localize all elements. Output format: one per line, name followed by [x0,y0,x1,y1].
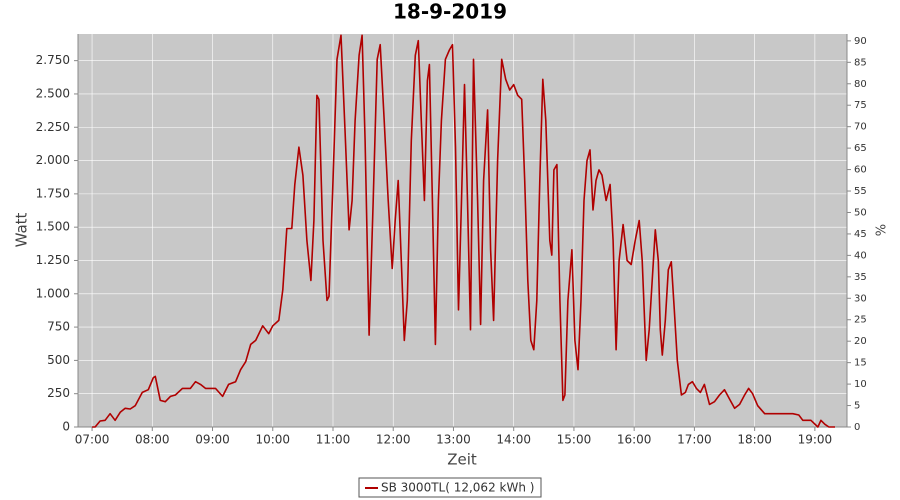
x-tick-label: 07:00 [75,433,110,447]
y-tick-label: 1.500 [36,220,70,234]
y2-tick-label: 60 [854,165,867,176]
x-tick-label: 12:00 [376,433,411,447]
legend-box [358,477,542,498]
y-tick-label: 2.000 [36,153,70,167]
y2-tick-label: 70 [854,122,867,133]
y2-tick-label: 40 [854,250,867,261]
x-tick-label: 10:00 [255,433,290,447]
x-tick-label: 08:00 [135,433,170,447]
y2-tick-label: 90 [854,36,867,47]
x-tick-label: 16:00 [617,433,652,447]
y-tick-label: 2.750 [36,53,70,67]
x-tick-label: 17:00 [677,433,712,447]
y2-tick-label: 15 [854,358,867,369]
y-tick-label: 750 [47,320,70,334]
y2-tick-label: 0 [854,422,860,433]
y2-tick-label: 45 [854,229,867,240]
y2-tick-label: 55 [854,186,867,197]
y-tick-label: 500 [47,353,70,367]
y2-tick-label: 80 [854,79,867,90]
y2-tick-label: 75 [854,100,867,111]
y2-tick-label: 85 [854,57,867,68]
y2-tick-label: 5 [854,401,860,412]
y2-tick-label: 65 [854,143,867,154]
y2-tick-label: 30 [854,293,867,304]
y-tick-label: 2.250 [36,120,70,134]
plot-area [78,34,847,427]
y-axis-title: Watt [13,212,31,247]
chart-title: 18-9-2019 [393,0,507,24]
x-tick-label: 18:00 [737,433,772,447]
y2-tick-label: 10 [854,379,867,390]
x-tick-label: 13:00 [436,433,471,447]
series-line [92,34,835,428]
y2-tick-label: 20 [854,336,867,347]
marks: 02505007501.0001.2501.5001.7502.0002.250… [36,34,867,447]
y2-tick-label: 25 [854,315,867,326]
x-axis-title: Zeit [447,451,477,469]
x-tick-label: 09:00 [195,433,230,447]
x-tick-label: 14:00 [496,433,531,447]
y-tick-label: 1.750 [36,186,70,200]
x-tick-label: 19:00 [798,433,833,447]
x-tick-label: 15:00 [557,433,592,447]
y-tick-label: 1.250 [36,253,70,267]
y-tick-label: 1.000 [36,286,70,300]
x-tick-label: 11:00 [316,433,351,447]
y2-tick-label: 35 [854,272,867,283]
y2-axis-title: % [875,224,890,236]
y2-tick-label: 50 [854,207,867,218]
legend-label: SB 3000TL( 12,062 kWh ) [381,481,534,495]
y-tick-label: 250 [47,386,70,400]
y-tick-label: 2.500 [36,86,70,100]
y-tick-label: 0 [62,420,70,434]
